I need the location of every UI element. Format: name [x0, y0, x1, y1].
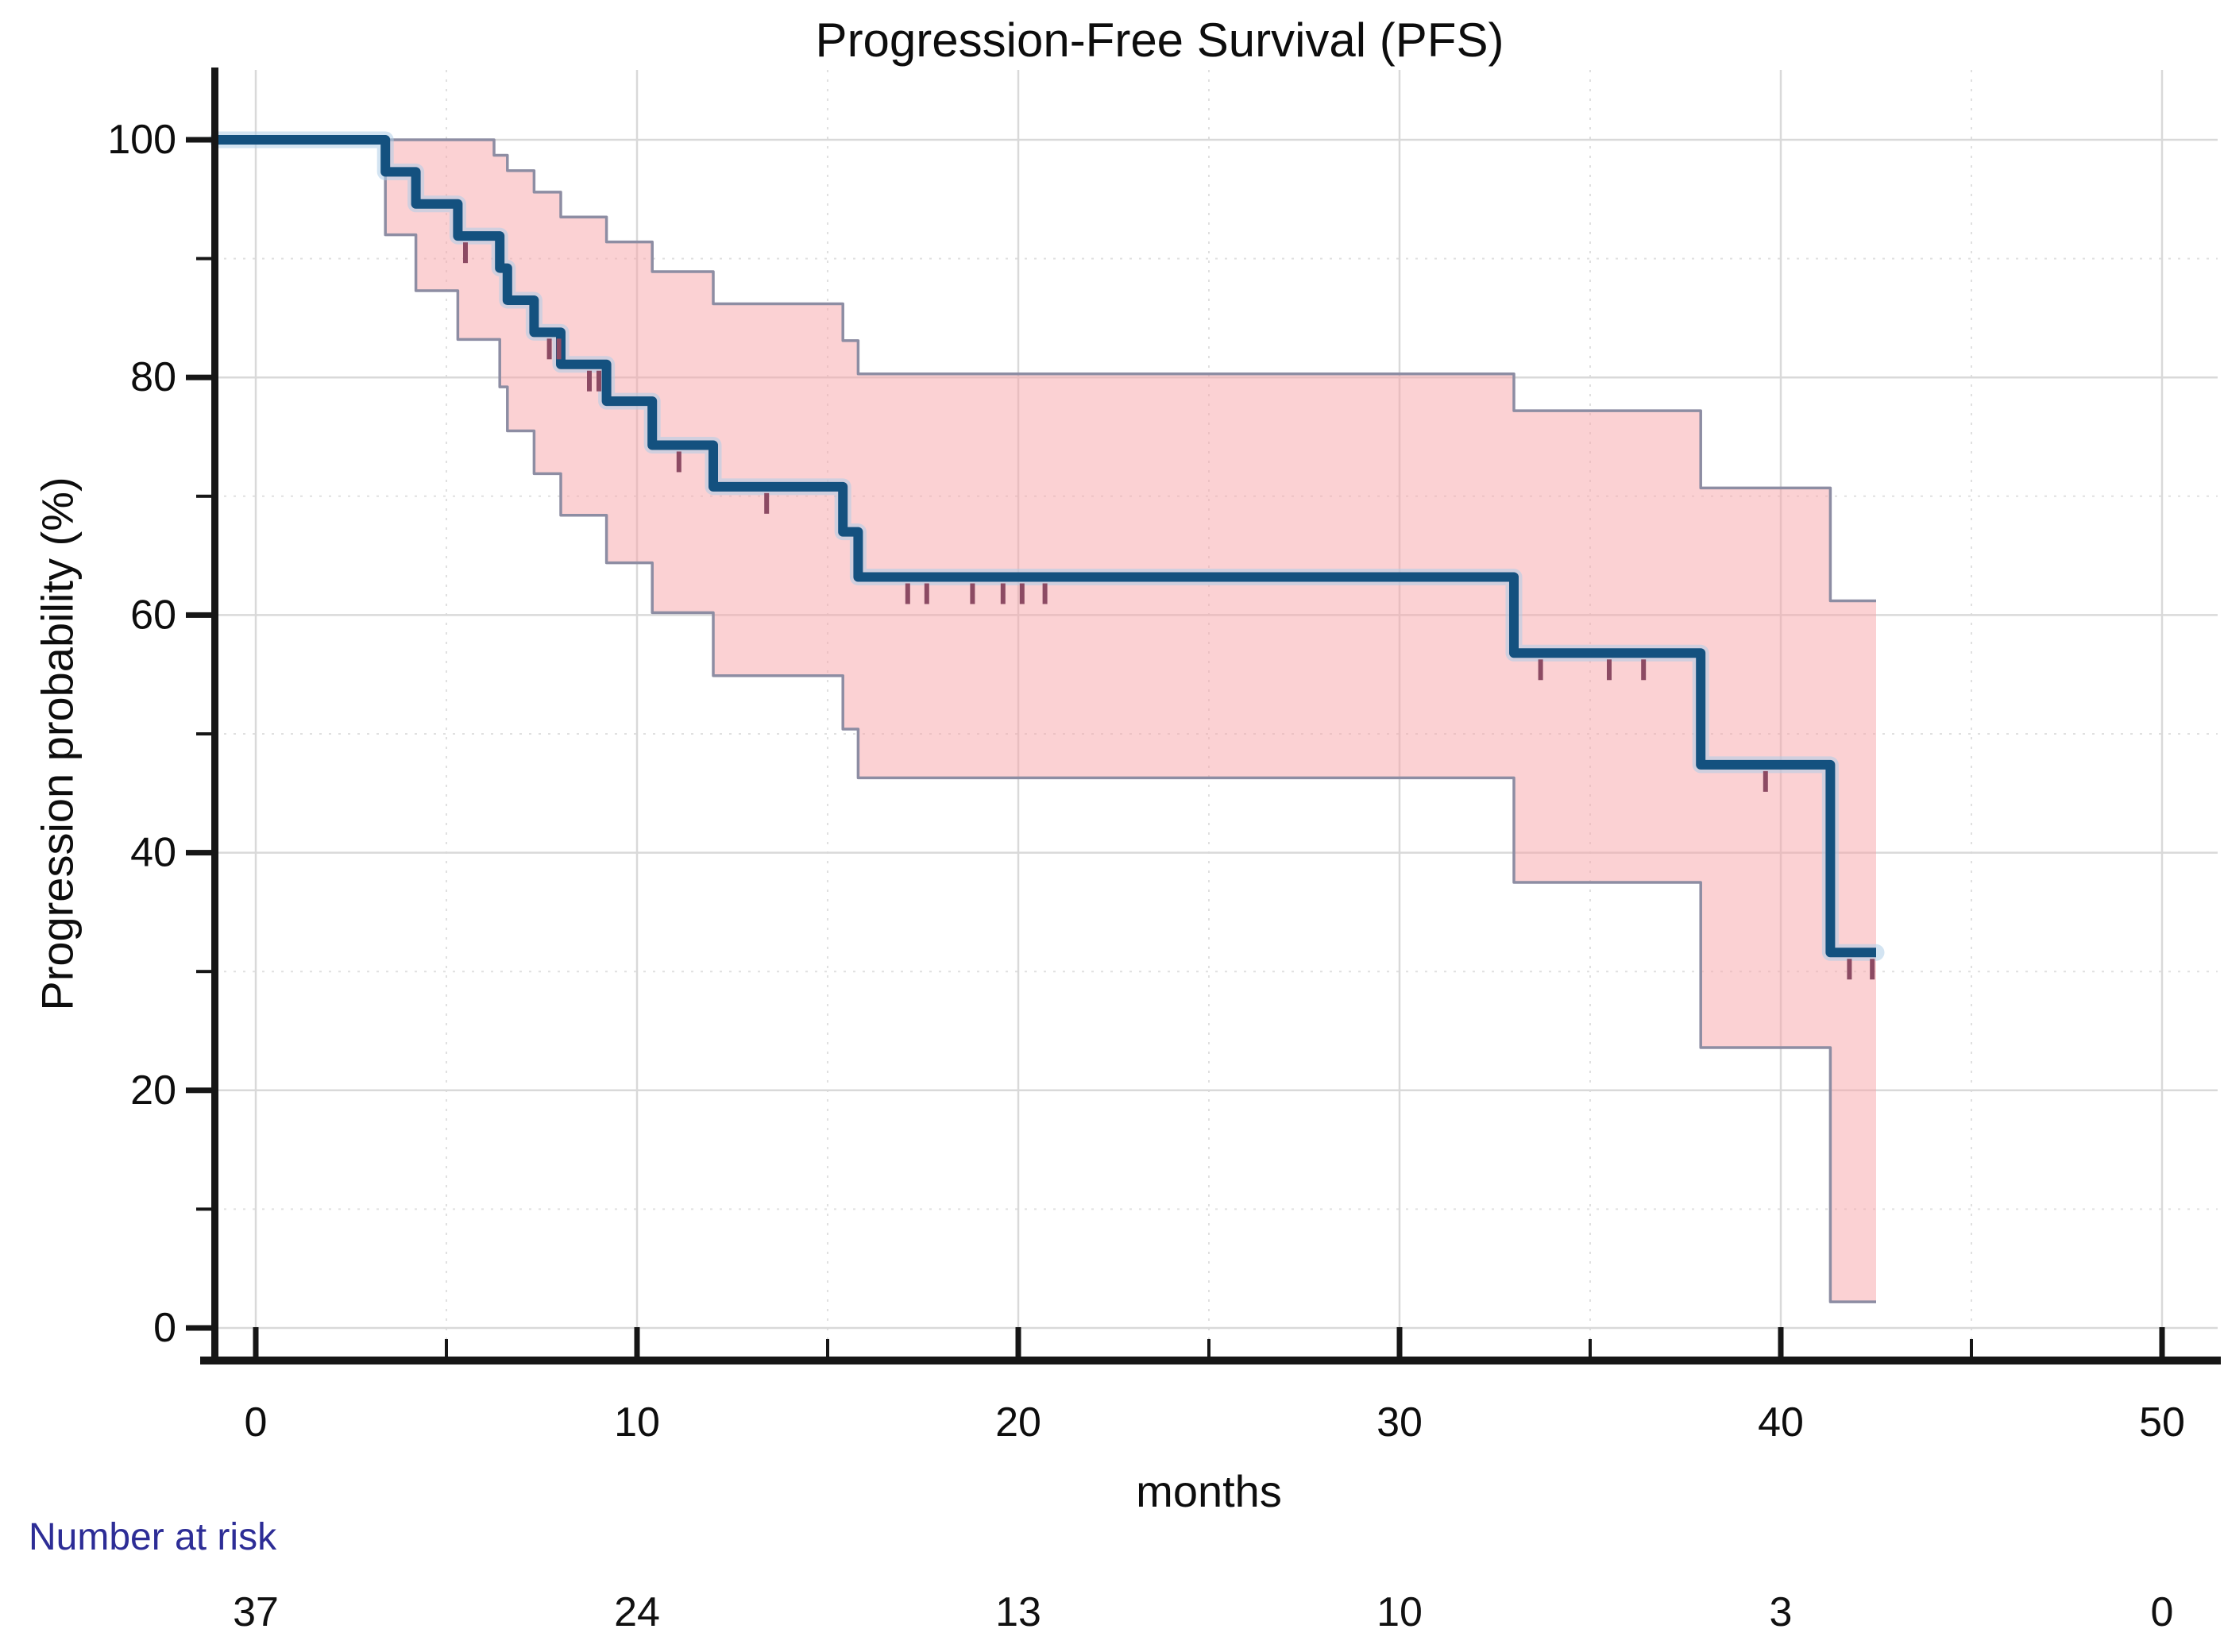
- number-at-risk-label: Number at risk: [29, 1516, 277, 1558]
- y-tick-label: 100: [107, 117, 176, 163]
- x-axis: [200, 1357, 2221, 1364]
- y-tick-major: [186, 1325, 211, 1331]
- y-tick-major: [186, 374, 211, 380]
- x-tick-major: [253, 1327, 259, 1357]
- y-tick-label: 20: [130, 1067, 176, 1114]
- y-tick-label: 0: [153, 1305, 176, 1351]
- x-tick-minor: [826, 1339, 829, 1357]
- x-tick-major: [2159, 1327, 2165, 1357]
- number-at-risk-row: 37 24 13 10 3 0: [0, 1588, 2224, 1644]
- risk-count-month-10: 24: [614, 1589, 660, 1635]
- y-axis: [211, 68, 218, 1364]
- y-tick-label: 60: [130, 592, 176, 638]
- y-tick-label: 80: [130, 354, 176, 400]
- x-tick-major: [1778, 1327, 1784, 1357]
- x-tick-major: [1396, 1327, 1403, 1357]
- confidence-band: [385, 140, 1877, 1303]
- ci-upper-line: [385, 138, 1876, 603]
- x-tick-major: [1015, 1327, 1021, 1357]
- x-tick-minor: [1970, 1339, 1973, 1357]
- risk-count-month-30: 10: [1376, 1589, 1423, 1635]
- y-tick-minor: [196, 970, 211, 974]
- risk-count-month-20: 13: [995, 1589, 1041, 1635]
- ci-lower-line: [384, 140, 1876, 1303]
- risk-count-month-40: 3: [1769, 1589, 1793, 1635]
- x-tick-minor: [445, 1339, 448, 1357]
- y-tick-major: [186, 612, 211, 618]
- y-tick-major: [186, 1087, 211, 1094]
- y-tick-minor: [196, 1207, 211, 1211]
- km-curve: [218, 135, 1876, 958]
- y-tick-minor: [196, 257, 211, 261]
- x-tick-label: 30: [1376, 1399, 1423, 1446]
- x-tick-label: 0: [245, 1399, 268, 1446]
- x-tick-label: 20: [995, 1399, 1041, 1446]
- x-tick-label: 40: [1758, 1399, 1804, 1446]
- x-axis-title: months: [1136, 1466, 1282, 1516]
- x-tick-label: 50: [2139, 1399, 2185, 1446]
- x-tick-label: 10: [614, 1399, 660, 1446]
- y-tick-label: 40: [130, 830, 176, 876]
- y-tick-major: [186, 850, 211, 856]
- chart-title: Progression-Free Survival (PFS): [815, 14, 1504, 67]
- y-tick-major: [186, 137, 211, 143]
- risk-count-month-0: 37: [233, 1589, 279, 1635]
- x-tick-minor: [1207, 1339, 1210, 1357]
- risk-count-month-50: 0: [2150, 1589, 2174, 1635]
- y-tick-minor: [196, 494, 211, 498]
- x-tick-major: [634, 1327, 640, 1357]
- y-tick-minor: [196, 732, 211, 735]
- x-tick-minor: [1589, 1339, 1592, 1357]
